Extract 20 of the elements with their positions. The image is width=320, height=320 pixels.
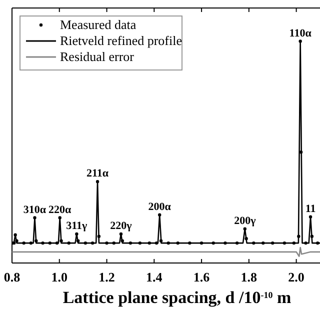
annotation: 310α xyxy=(23,204,47,216)
annotation: 220α xyxy=(48,204,72,216)
x-tick-label: 1.8 xyxy=(240,270,258,285)
x-tick-label: 0.8 xyxy=(4,270,21,285)
legend-label: Measured data xyxy=(60,17,136,32)
annotation: 11 xyxy=(305,202,316,215)
x-tick-label: 2.0 xyxy=(288,270,304,285)
annotation: 110α xyxy=(289,27,312,40)
x-tick-label: 1.4 xyxy=(146,270,163,285)
annotation: 311γ xyxy=(66,220,88,232)
x-tick-label: 1.0 xyxy=(51,270,68,285)
legend-label: Residual error xyxy=(60,49,135,64)
x-tick-label: 1.6 xyxy=(193,270,210,285)
annotation: 200γ xyxy=(234,214,256,227)
x-axis-title: Lattice plane spacing, d /10$^{-10}$ m xyxy=(62,288,292,307)
x-tick-label: 1.2 xyxy=(98,270,115,285)
annotation: 220γ xyxy=(110,220,132,232)
annotation: 200α xyxy=(148,200,172,213)
legend-label: Rietveld refined profile xyxy=(60,33,182,48)
annotation: 211α xyxy=(86,168,110,180)
